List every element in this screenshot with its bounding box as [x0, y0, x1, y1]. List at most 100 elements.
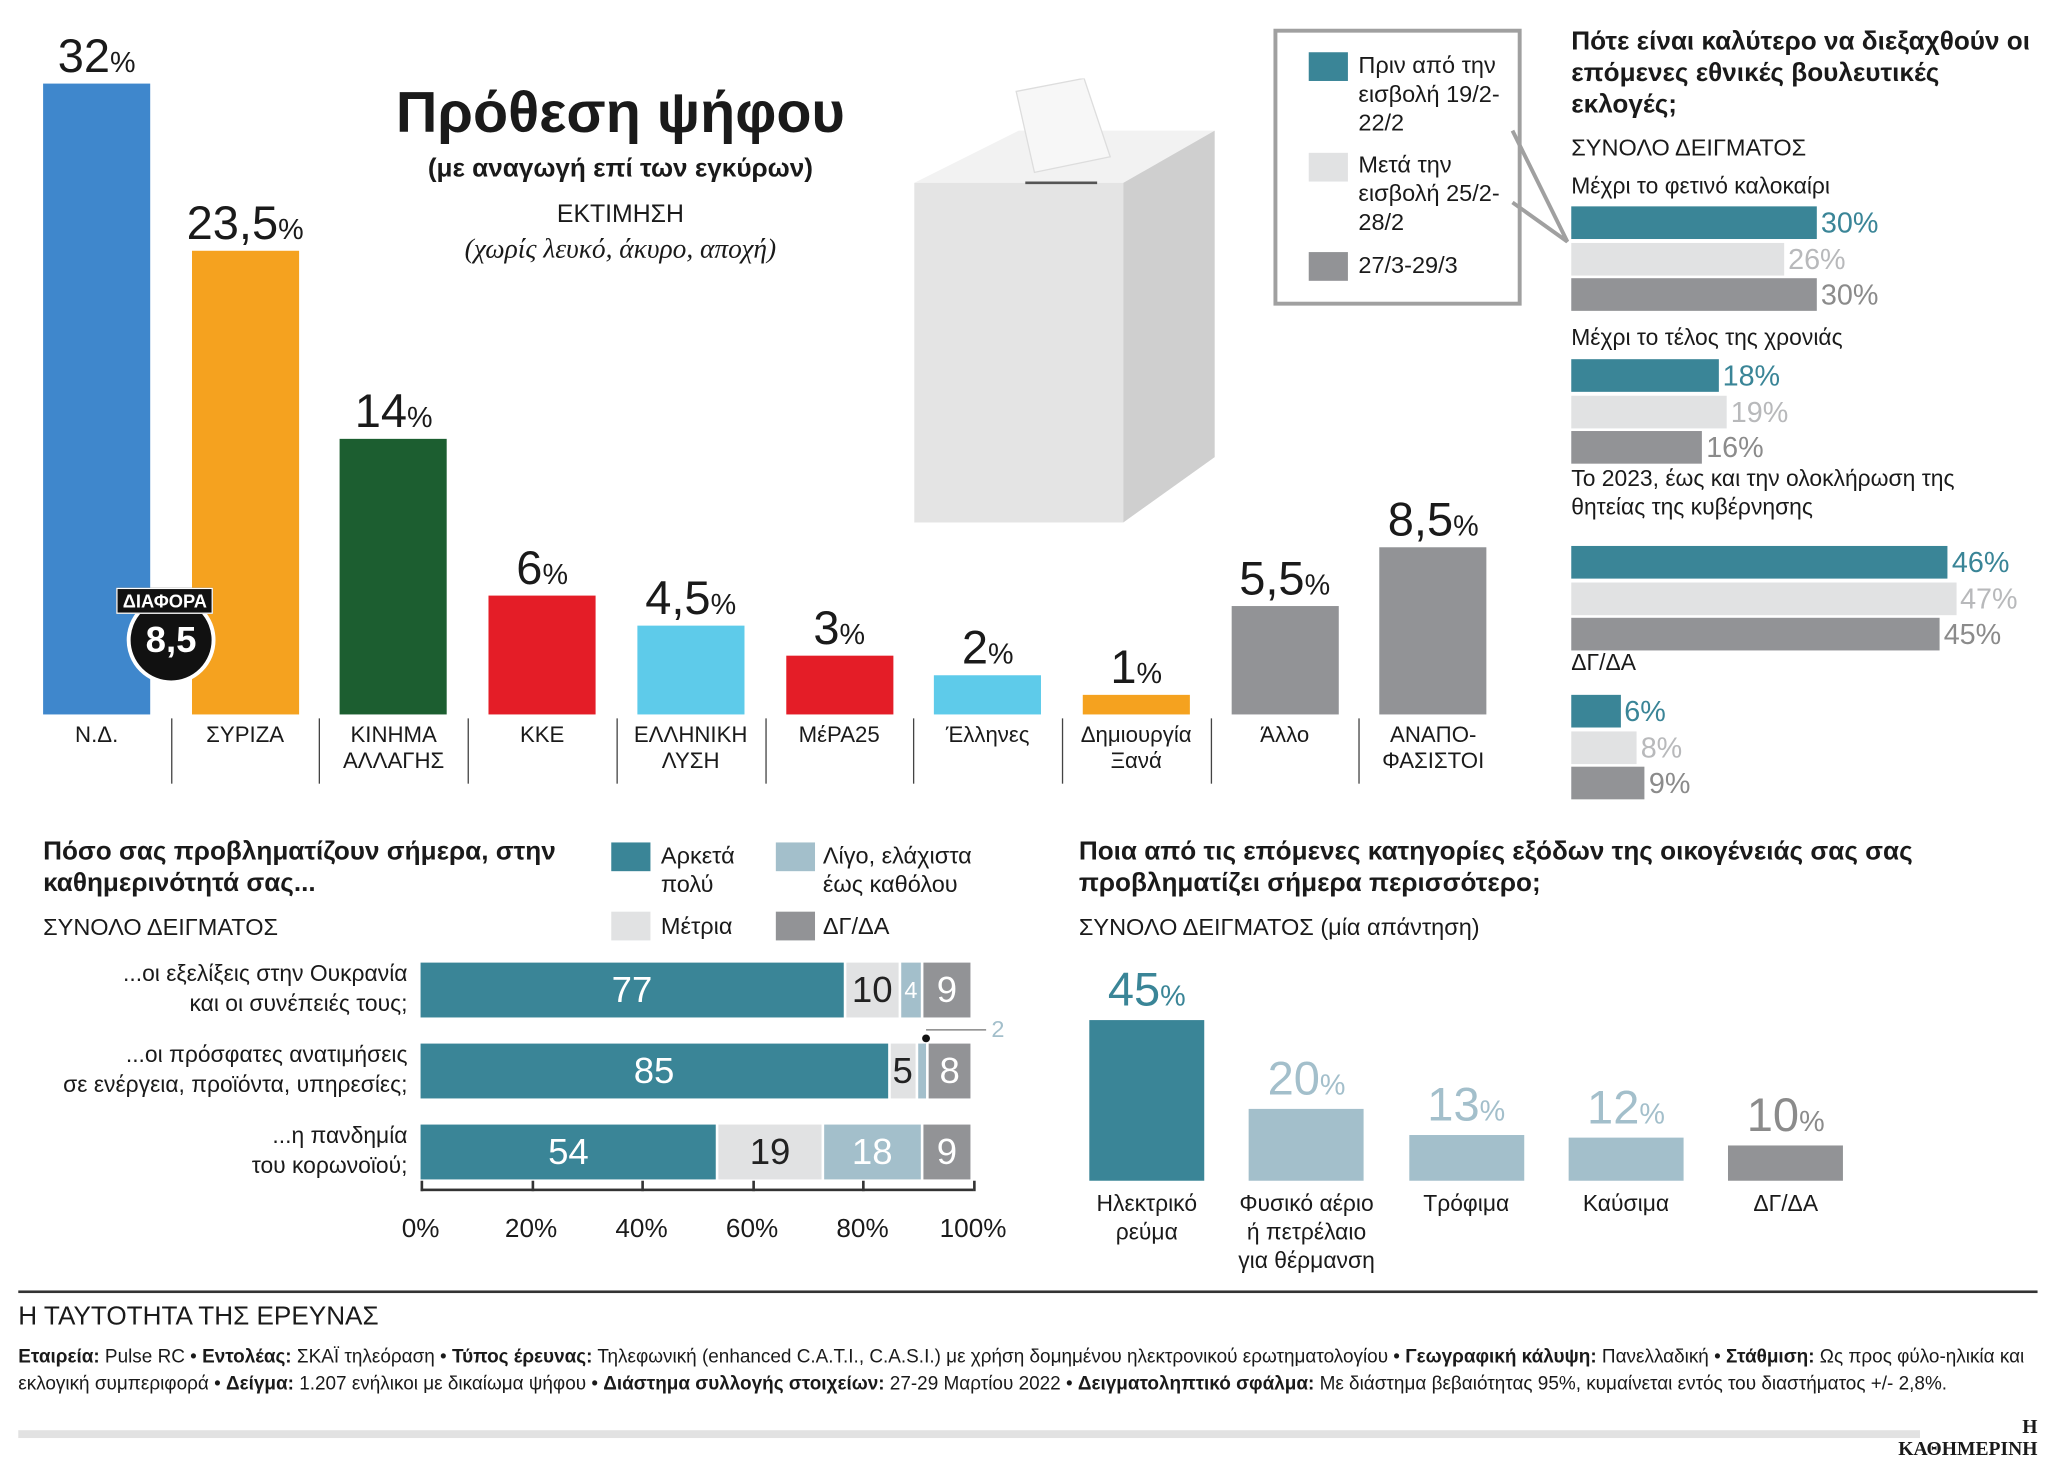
x-tick-label: 60% [725, 1214, 779, 1244]
expense-bar [1089, 1020, 1205, 1181]
legend-swatch-before [1308, 52, 1348, 81]
expense-bar [1408, 1134, 1524, 1181]
timing-bar [1571, 431, 1703, 464]
difference-label: ΔΙΑΦΟΡΑ [116, 587, 214, 614]
legend-box: Πριν από την εισβολή 19/2-22/2 Μετά την … [1273, 28, 1522, 306]
x-axis-line [420, 1188, 974, 1192]
vote-bar [637, 625, 745, 715]
timing-value-label: 30% [1820, 206, 1879, 240]
legend-callout [1510, 129, 1570, 244]
right-panel-subtitle: ΣΥΝΟΛΟ ΔΕΙΓΜΑΤΟΣ [1571, 134, 1807, 161]
expense-value-label: 10% [1746, 1087, 1825, 1142]
column-separator [467, 718, 470, 784]
column-separator [170, 718, 172, 784]
vote-category-label: Δημιουργία Ξανά [1080, 722, 1192, 774]
x-axis-tick [752, 1180, 755, 1192]
column-separator [913, 718, 915, 784]
vote-category-label: ΚΙΝΗΜΑ ΑΛΛΑΓΗΣ [342, 722, 445, 774]
timing-value-label: 45% [1943, 617, 2002, 651]
timing-bar [1571, 581, 1957, 615]
column-separator [764, 718, 767, 784]
column-separator [1061, 718, 1064, 784]
column-separator [319, 718, 321, 784]
concern-row-label: ...η πανδημία του κορωνοϊού; [251, 1121, 408, 1179]
vote-value-label: 2% [961, 620, 1014, 674]
concern-legend-dkna: ΔΓ/ΔΑ [822, 912, 890, 940]
legend-swatch-after [1308, 152, 1348, 182]
timing-category-label: Μέχρι το τέλος της χρονιάς [1571, 323, 1843, 351]
vote-category-label: ΜέΡΑ25 [798, 722, 880, 748]
concern-segment: 8 [928, 1043, 971, 1099]
concern-title: Πόσο σας προβληματίζουν σήμερα, στην καθ… [43, 837, 556, 898]
timing-bar [1571, 359, 1719, 392]
vote-category-label: Ν.Δ. [75, 722, 119, 748]
vote-value-label: 14% [354, 383, 433, 438]
expense-category-label: Ηλεκτρικό ρεύμα [1096, 1189, 1198, 1245]
timing-category-label: Μέχρι το φετινό καλοκαίρι [1571, 172, 1830, 199]
vote-value-label: 3% [813, 600, 866, 654]
vote-bar [1231, 605, 1339, 715]
vote-value-label: 1% [1110, 639, 1163, 694]
concern-segment: 85 [420, 1043, 888, 1099]
x-axis-tick [973, 1180, 976, 1192]
concern-legend-little: Λίγο, ελάχιστα έως καθόλου [822, 842, 972, 898]
vote-category-label: ΚΚΕ [519, 722, 565, 748]
legend-label-before: Πριν από την εισβολή 19/2-22/2 [1358, 52, 1500, 136]
concern-segment: 5 [890, 1043, 916, 1099]
concern-subtitle: ΣΥΝΟΛΟ ΔΕΙΓΜΑΤΟΣ [43, 914, 279, 941]
expense-category-label: Τρόφιμα [1423, 1189, 1510, 1216]
concern-legend-swatch-much [611, 842, 651, 872]
footer-bar [18, 1430, 1920, 1439]
legend-swatch-latest [1308, 252, 1348, 281]
vote-chart-title: Πρόθεση ψήφου [395, 80, 845, 145]
concern-segment: 54 [420, 1124, 717, 1180]
column-separator [1358, 718, 1361, 784]
vote-bar [340, 438, 448, 715]
expense-value-label: 20% [1267, 1051, 1346, 1106]
timing-bar [1571, 694, 1621, 728]
vote-category-label: ΕΛΛΗΝΙΚΗ ΛΥΣΗ [633, 722, 748, 774]
concern-segment: 77 [420, 962, 844, 1018]
x-tick-label: 40% [615, 1214, 668, 1244]
concern-segment: 10 [845, 962, 899, 1018]
concern-legend-moderate: Μέτρια [660, 912, 733, 940]
timing-bar [1571, 545, 1948, 579]
callout-dot [922, 1034, 930, 1043]
vote-bar [488, 596, 596, 715]
timing-bar [1571, 242, 1785, 275]
survey-details: Εταιρεία: Pulse RC • Εντολέας: ΣΚΑΪ τηλε… [18, 1346, 2025, 1395]
legend-label-latest: 27/3-29/3 [1358, 252, 1458, 279]
x-axis-tick [420, 1180, 424, 1192]
timing-value-label: 19% [1730, 395, 1789, 428]
vote-value-label: 4,5% [645, 570, 737, 625]
expense-category-label: Φυσικό αέριο ή πετρέλαιο για θέρμανση [1238, 1189, 1375, 1274]
legend-label-after: Μετά την εισβολή 25/2-28/2 [1358, 151, 1500, 236]
timing-bar [1571, 278, 1817, 311]
x-tick-label: 100% [939, 1214, 1007, 1244]
vote-chart-note: (χωρίς λευκό, άκυρο, αποχή) [464, 232, 777, 264]
vote-bar [785, 655, 893, 715]
expense-bar [1568, 1137, 1684, 1181]
concern-legend-swatch-little [775, 842, 816, 872]
vote-value-label: 32% [57, 28, 136, 83]
vote-value-label: 23,5% [186, 196, 304, 250]
vote-chart-estimate: ΕΚΤΙΜΗΣΗ [556, 201, 684, 229]
expense-value-label: 12% [1587, 1080, 1665, 1135]
concern-row-label: ...οι εξελίξεις στην Ουκρανία και οι συνέ… [123, 959, 408, 1017]
expense-bar [1728, 1145, 1844, 1181]
x-axis-tick [862, 1180, 866, 1192]
timing-value-label: 30% [1820, 278, 1879, 311]
timing-bar [1571, 617, 1940, 651]
concern-segment: 19 [718, 1124, 822, 1180]
column-separator [1210, 718, 1212, 784]
timing-value-label: 26% [1788, 242, 1846, 275]
concern-legend-swatch-dkna [775, 911, 816, 941]
timing-category-label: ΔΓ/ΔΑ [1571, 649, 1636, 676]
vote-value-label: 5,5% [1239, 551, 1331, 605]
expense-value-label: 13% [1427, 1076, 1506, 1131]
concern-segment: 18 [823, 1124, 921, 1180]
concern-legend-much: Αρκετά πολύ [660, 842, 735, 898]
timing-bar [1571, 206, 1817, 240]
timing-bar [1571, 730, 1637, 764]
